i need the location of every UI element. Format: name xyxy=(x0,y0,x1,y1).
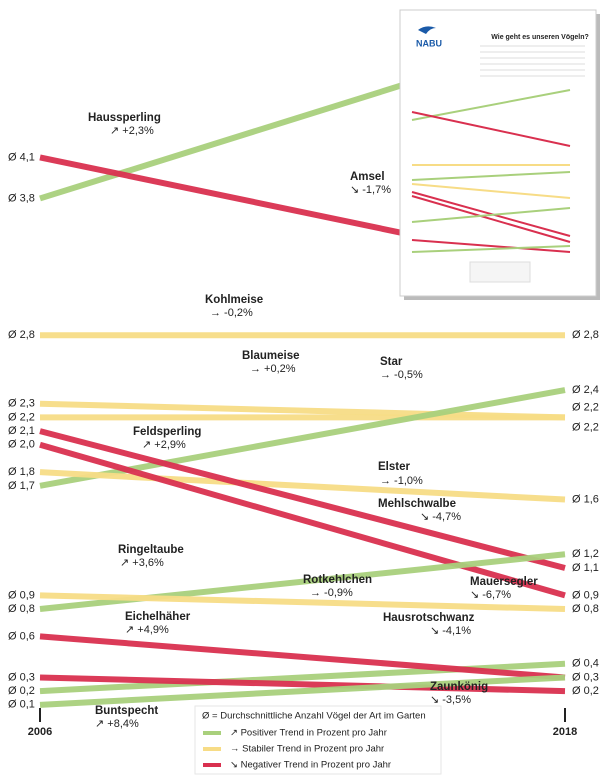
start-value-label: Ø 0,6 xyxy=(8,630,35,642)
bird-trend: ↗ +8,4% xyxy=(95,718,139,730)
bird-name: Buntspecht xyxy=(95,705,158,717)
bird-trend: ↘ -3,5% xyxy=(430,694,471,706)
end-value-label: Ø 0,8 xyxy=(572,603,599,615)
bird-trend: → -0,9% xyxy=(310,587,353,599)
end-value-label: Ø 1,2 xyxy=(572,548,599,560)
bird-trend: ↘ -4,7% xyxy=(420,511,461,523)
trend-line xyxy=(39,428,566,571)
start-value-label: Ø 0,8 xyxy=(8,603,35,615)
start-value-label: Ø 2,2 xyxy=(8,411,35,423)
trend-line xyxy=(39,441,566,599)
end-value-label: Ø 0,3 xyxy=(572,671,599,683)
end-value-label: Ø 1,1 xyxy=(572,562,599,574)
bird-trend: ↗ +4,9% xyxy=(125,624,169,636)
end-value-label: Ø 2,2 xyxy=(572,401,599,413)
bird-name: Eichelhäher xyxy=(125,611,191,623)
start-value-label: Ø 0,3 xyxy=(8,671,35,683)
bird-name: Star xyxy=(380,356,403,368)
end-value-label: Ø 2,8 xyxy=(572,329,599,341)
end-value-label: Ø 0,9 xyxy=(572,589,599,601)
end-value-label: Ø 2,2 xyxy=(572,421,599,433)
inset-title: Wie geht es unseren Vögeln? xyxy=(491,34,589,41)
inset-legend xyxy=(469,261,531,283)
bird-name: Feldsperling xyxy=(133,426,201,438)
legend: Ø = Durchschnittliche Anzahl Vögel der A… xyxy=(194,705,442,775)
start-value-label: Ø 2,8 xyxy=(8,329,35,341)
trend-line xyxy=(39,674,566,708)
legend-label: ↘ Negativer Trend in Prozent pro Jahr xyxy=(230,760,391,771)
start-value-label: Ø 2,3 xyxy=(8,398,35,410)
bird-name: Mehlschwalbe xyxy=(378,498,456,510)
inset-frame xyxy=(399,9,597,297)
bird-trend: ↗ +2,9% xyxy=(142,439,186,451)
legend-label: → Stabiler Trend in Prozent pro Jahr xyxy=(230,744,384,755)
bird-name: Ringeltaube xyxy=(118,544,184,556)
end-value-label: Ø 1,6 xyxy=(572,493,599,505)
legend-title: Ø = Durchschnittliche Anzahl Vögel der A… xyxy=(202,711,426,722)
start-value-label: Ø 0,2 xyxy=(8,685,35,697)
year-label: 2006 xyxy=(28,726,52,738)
start-value-label: Ø 0,1 xyxy=(8,699,35,711)
bird-trend: ↘ -4,1% xyxy=(430,625,471,637)
bird-name: Mauersegler xyxy=(470,576,538,588)
end-value-label: Ø 2,4 xyxy=(572,384,599,396)
bird-name: Amsel xyxy=(350,171,385,183)
inset-poster: NABU Wie geht es unseren Vögeln? xyxy=(399,9,600,300)
start-value-label: Ø 4,1 xyxy=(8,151,35,163)
bird-trend: ↗ +2,3% xyxy=(110,125,154,137)
bird-name: Kohlmeise xyxy=(205,294,263,306)
bird-trend: ↗ +3,6% xyxy=(120,557,164,569)
legend-box xyxy=(194,705,442,775)
bird-name: Rotkehlchen xyxy=(303,574,372,586)
start-value-label: Ø 1,7 xyxy=(8,480,35,492)
bird-name: Zaunkönig xyxy=(430,681,488,693)
end-value-label: Ø 0,2 xyxy=(572,685,599,697)
trend-line xyxy=(39,400,566,421)
trend-line xyxy=(39,674,566,695)
year-label: 2018 xyxy=(553,726,577,738)
bird-name: Haussperling xyxy=(88,112,161,124)
bird-trend: → +0,2% xyxy=(250,363,296,375)
inset-logo-bird xyxy=(418,26,436,34)
start-value-label: Ø 2,0 xyxy=(8,439,35,451)
lines xyxy=(39,31,566,708)
trend-line xyxy=(39,469,566,503)
bird-trend: ↘ -1,7% xyxy=(350,184,391,196)
start-value-label: Ø 2,1 xyxy=(8,425,35,437)
bird-trend: ↘ -6,7% xyxy=(470,589,511,601)
inset-logo: NABU xyxy=(416,38,442,48)
bird-trend: → -0,5% xyxy=(380,369,423,381)
labels: Ø 3,8 Haussperling↗ +2,3% Ø 4,1 Amsel↘ -1,7… xyxy=(8,112,599,738)
start-value-label: Ø 0,9 xyxy=(8,589,35,601)
trend-line xyxy=(39,592,566,613)
end-value-label: Ø 0,4 xyxy=(572,658,599,670)
start-value-label: Ø 3,8 xyxy=(8,192,35,204)
inset-text-lines xyxy=(480,45,585,77)
start-value-label: Ø 1,8 xyxy=(8,466,35,478)
bird-name: Elster xyxy=(378,461,410,473)
legend-label: ↗ Positiver Trend in Prozent pro Jahr xyxy=(230,728,387,739)
bird-trend: → -0,2% xyxy=(210,307,253,319)
trend-line xyxy=(39,633,566,681)
inset-mini-lines xyxy=(411,89,571,253)
bird-trend: → -1,0% xyxy=(380,475,423,487)
bird-name: Hausrotschwanz xyxy=(383,612,475,624)
bird-name: Blaumeise xyxy=(242,350,300,362)
